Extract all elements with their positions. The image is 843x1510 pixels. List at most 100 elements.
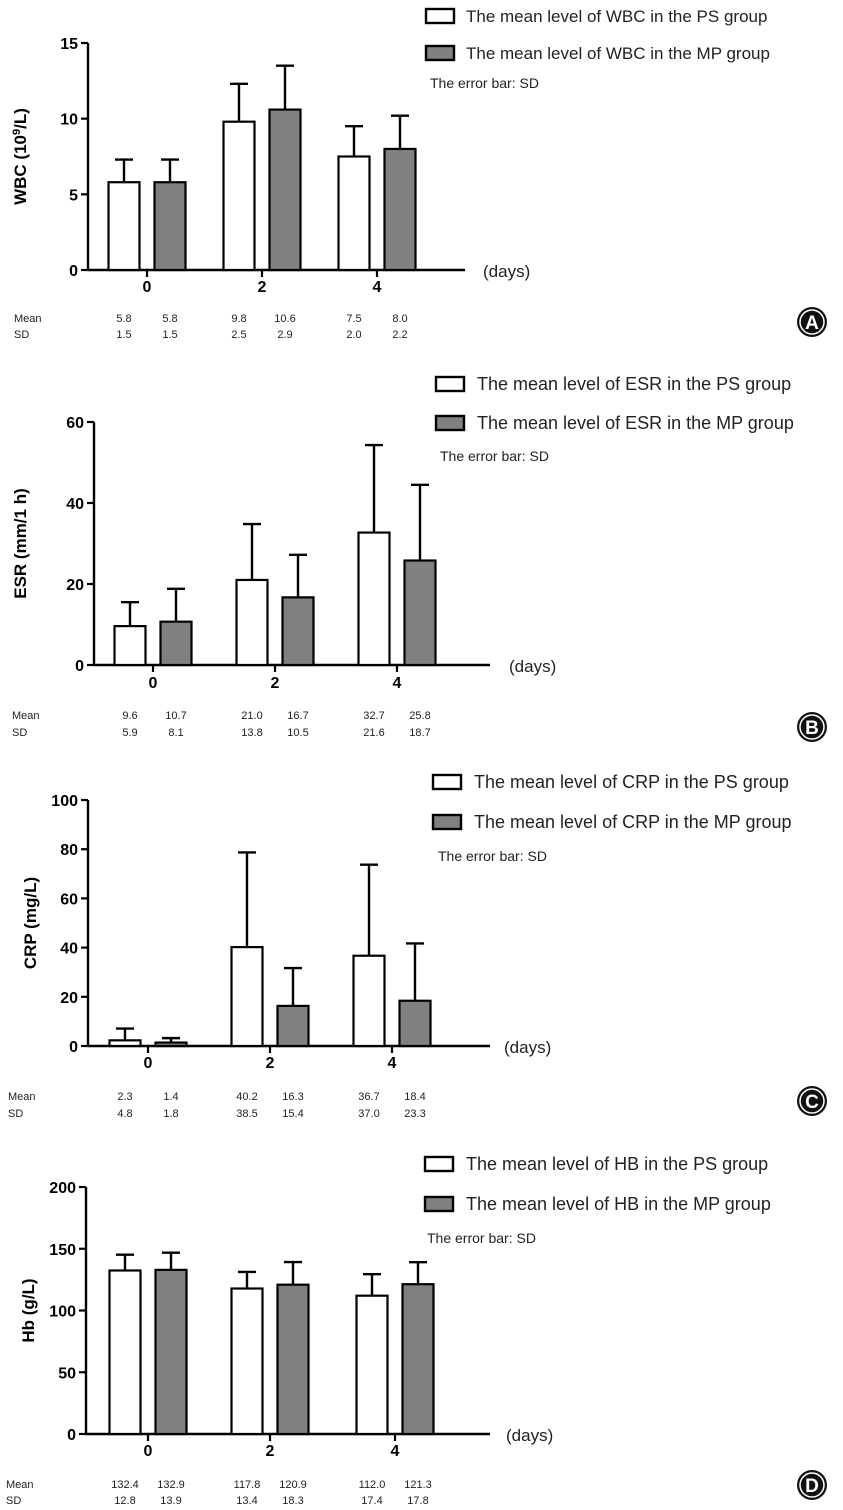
sd-value: 2.0	[346, 329, 361, 341]
bar-mp	[268, 108, 302, 272]
bar-ps	[235, 578, 269, 667]
sd-value: 2.9	[277, 329, 292, 341]
panel-letter-badge	[797, 712, 827, 742]
sd-value: 21.6	[363, 727, 384, 739]
error-bar-note: The error bar: SD	[438, 848, 547, 864]
sd-value: 1.5	[116, 329, 131, 341]
sd-value: 17.8	[407, 1495, 428, 1507]
panel-letter-ring	[799, 714, 825, 740]
chart-panel-d: 0 50 100 150 200 Hb (g/L) 0 2 4 132.4 12.8 117.8 13.…	[6, 1154, 827, 1507]
sd-value: 15.4	[282, 1108, 303, 1120]
legend-label-ps: The mean level of ESR in the PS group	[477, 374, 791, 394]
panel-letter-badge	[797, 307, 827, 337]
y-tick-label: 0	[67, 1427, 76, 1444]
y-tick-label: 20	[66, 577, 84, 594]
x-tick-label: 4	[393, 675, 402, 692]
bar-ps	[113, 625, 147, 667]
bar-mp	[153, 181, 187, 272]
panel-letter: C	[805, 1092, 819, 1113]
mean-value: 32.7	[363, 710, 384, 722]
y-axis-title-superscript: 9	[11, 129, 23, 135]
bar-ps	[108, 1039, 142, 1048]
y-axis-title: ESR (mm/1 h)	[11, 488, 30, 599]
mean-value: 132.9	[157, 1479, 185, 1491]
sd-value: 2.2	[392, 329, 407, 341]
y-tick-label: 150	[49, 1242, 76, 1259]
bar-ps	[337, 155, 371, 272]
sd-value: 10.5	[287, 727, 308, 739]
mean-value: 5.8	[162, 313, 177, 325]
mean-value: 5.8	[116, 313, 131, 325]
mean-value: 8.0	[392, 313, 407, 325]
x-unit-label: (days)	[509, 657, 556, 676]
bar-ps	[108, 1269, 142, 1436]
x-tick-label: 2	[258, 279, 267, 296]
y-tick-label: 100	[51, 793, 78, 810]
mean-row-label: Mean	[6, 1479, 34, 1491]
x-tick-label: 4	[373, 279, 382, 296]
sd-value: 1.5	[162, 329, 177, 341]
mean-value: 36.7	[358, 1091, 379, 1103]
bar-mp	[398, 999, 432, 1048]
mean-value: 40.2	[236, 1091, 257, 1103]
bar-mp	[403, 559, 437, 667]
bar-mp	[154, 1041, 188, 1048]
mean-value: 21.0	[241, 710, 262, 722]
bar-ps	[222, 120, 256, 272]
panel-letter-badge	[797, 1470, 827, 1500]
sd-value: 23.3	[404, 1108, 425, 1120]
bar-ps	[355, 1294, 389, 1436]
x-tick-label: 0	[149, 675, 158, 692]
x-tick-label: 2	[271, 675, 280, 692]
mean-value: 18.4	[404, 1091, 425, 1103]
bar-mp	[281, 596, 315, 667]
sd-value: 13.4	[236, 1495, 257, 1507]
mean-value: 9.6	[122, 710, 137, 722]
y-axis-title-main: CRP (mg/L)	[21, 877, 40, 969]
legend-swatch-mp	[424, 44, 456, 62]
legend-swatch-ps	[434, 375, 466, 393]
sd-value: 17.4	[361, 1495, 382, 1507]
bar-mp	[401, 1283, 435, 1436]
mean-row-label: Mean	[12, 710, 40, 722]
mean-value: 25.8	[409, 710, 430, 722]
x-tick-label: 4	[388, 1055, 397, 1072]
panel-letter-ring	[799, 309, 825, 335]
legend-label-ps: The mean level of HB in the PS group	[466, 1154, 768, 1174]
x-tick-label: 2	[266, 1443, 275, 1460]
panel-letter: B	[805, 718, 819, 739]
bar-ps	[352, 954, 386, 1048]
y-tick-label: 0	[69, 1039, 78, 1056]
y-tick-label: 10	[60, 112, 78, 129]
y-tick-label: 80	[60, 842, 78, 859]
legend-swatch-mp	[423, 1195, 455, 1213]
y-tick-label: 20	[60, 990, 78, 1007]
x-unit-label: (days)	[506, 1426, 553, 1445]
y-axis-title: CRP (mg/L)	[21, 877, 40, 969]
mean-value: 10.6	[274, 313, 295, 325]
bar-ps	[230, 1287, 264, 1436]
panel-letter: A	[805, 313, 819, 334]
mean-value: 112.0	[359, 1479, 386, 1491]
x-tick-label: 0	[144, 1443, 153, 1460]
y-tick-label: 40	[66, 496, 84, 513]
bar-mp	[383, 147, 417, 272]
y-axis-title: WBC (109/L)	[11, 108, 30, 205]
panel-letter-ring	[799, 1472, 825, 1498]
sd-row-label: SD	[14, 329, 29, 341]
legend-label-mp: The mean level of CRP in the MP group	[474, 812, 792, 832]
sd-row-label: SD	[8, 1108, 23, 1120]
y-tick-label: 0	[75, 658, 84, 675]
sd-value: 12.8	[114, 1495, 135, 1507]
bar-ps	[107, 181, 141, 272]
y-tick-label: 100	[49, 1304, 76, 1321]
mean-value: 9.8	[231, 313, 246, 325]
y-tick-label: 60	[66, 415, 84, 432]
y-axis-title-main: Hb (g/L)	[19, 1278, 38, 1342]
x-unit-label: (days)	[483, 262, 530, 281]
mean-value: 7.5	[346, 313, 361, 325]
legend-label-ps: The mean level of CRP in the PS group	[474, 772, 789, 792]
mean-value: 121.3	[404, 1479, 432, 1491]
sd-row-label: SD	[12, 727, 27, 739]
